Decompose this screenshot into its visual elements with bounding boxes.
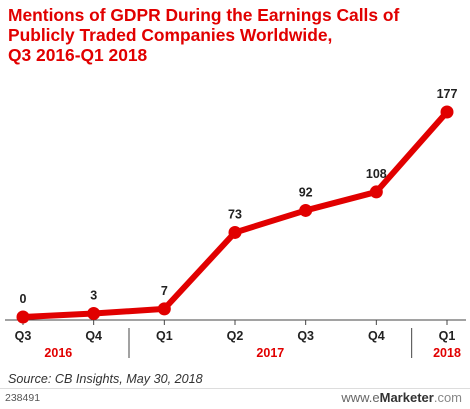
x-tick-labels: Q3 Q4 Q1 Q2 Q3 Q4 Q1 xyxy=(15,329,456,343)
title-line-3: Q3 2016-Q1 2018 xyxy=(8,45,148,65)
brand-suffix: .com xyxy=(433,390,462,405)
x-tick-label: Q1 xyxy=(439,329,456,343)
data-point xyxy=(440,105,454,119)
source-note: Source: CB Insights, May 30, 2018 xyxy=(8,372,203,386)
data-point xyxy=(299,203,313,217)
title-line-1: Mentions of GDPR During the Earnings Cal… xyxy=(8,5,400,25)
chart-id: 238491 xyxy=(5,392,41,404)
data-point xyxy=(369,185,383,199)
data-label: 73 xyxy=(228,207,242,221)
data-point xyxy=(157,302,171,316)
year-label: 2018 xyxy=(433,346,461,360)
footer-divider xyxy=(0,388,470,389)
data-labels: 0 3 7 73 92 108 177 xyxy=(20,87,458,306)
data-label: 92 xyxy=(299,185,313,199)
data-points xyxy=(16,105,454,324)
data-point xyxy=(16,310,30,324)
x-tick-label: Q3 xyxy=(297,329,314,343)
year-label: 2016 xyxy=(44,346,72,360)
year-dividers xyxy=(128,328,413,358)
x-axis-ticks xyxy=(22,320,448,325)
chart-title: Mentions of GDPR During the Earnings Cal… xyxy=(8,5,463,65)
brand-prefix: www.e xyxy=(341,390,380,405)
data-label: 0 xyxy=(20,292,27,306)
line-chart: Q3 Q4 Q1 Q2 Q3 Q4 Q1 2016 2017 2018 0 3 7 73 92 108 17… xyxy=(5,87,466,360)
x-tick-label: Q2 xyxy=(227,329,244,343)
emarketer-logo: www.eMarketer.com xyxy=(341,390,462,405)
year-label: 2017 xyxy=(256,346,284,360)
data-point xyxy=(87,307,101,321)
title-line-2: Publicly Traded Companies Worldwide, xyxy=(8,25,333,45)
data-label: 7 xyxy=(161,284,168,298)
data-label: 177 xyxy=(437,87,458,101)
data-point xyxy=(228,225,242,239)
brand-name: Marketer xyxy=(379,390,434,405)
x-tick-label: Q3 xyxy=(15,329,32,343)
x-tick-label: Q4 xyxy=(368,329,385,343)
data-label: 108 xyxy=(366,167,387,181)
x-tick-label: Q1 xyxy=(156,329,173,343)
year-labels: 2016 2017 2018 xyxy=(44,346,461,360)
data-label: 3 xyxy=(90,289,97,303)
x-tick-label: Q4 xyxy=(85,329,102,343)
